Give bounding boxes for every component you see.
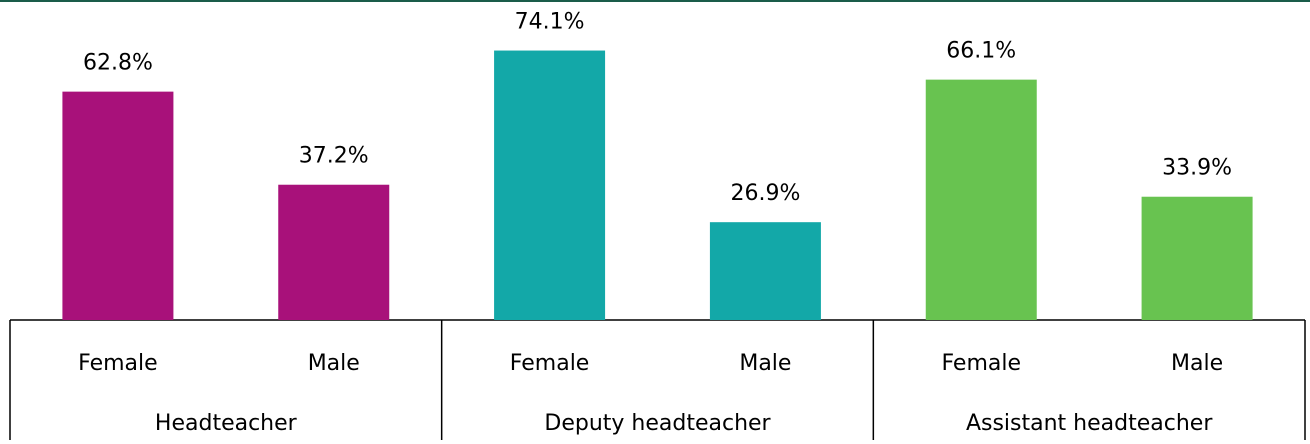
bar bbox=[278, 184, 390, 320]
bar bbox=[1141, 196, 1253, 320]
value-label: 37.2% bbox=[299, 144, 369, 169]
category-label: Male bbox=[308, 351, 360, 376]
group-label: Assistant headteacher bbox=[966, 411, 1213, 436]
value-label: 74.1% bbox=[515, 10, 585, 35]
group-label: Headteacher bbox=[155, 411, 298, 436]
group-label: Deputy headteacher bbox=[544, 411, 771, 436]
top-border bbox=[0, 0, 1310, 2]
bar bbox=[709, 222, 821, 320]
value-label: 66.1% bbox=[946, 39, 1016, 64]
value-label: 26.9% bbox=[730, 181, 800, 206]
bar bbox=[925, 79, 1037, 321]
category-label: Female bbox=[941, 351, 1021, 376]
value-label: 62.8% bbox=[83, 51, 153, 76]
value-label: 33.9% bbox=[1162, 156, 1232, 181]
category-label: Male bbox=[1171, 351, 1223, 376]
category-label: Female bbox=[78, 351, 158, 376]
bar bbox=[494, 50, 606, 320]
category-label: Female bbox=[510, 351, 590, 376]
bar bbox=[62, 91, 174, 321]
category-label: Male bbox=[739, 351, 791, 376]
